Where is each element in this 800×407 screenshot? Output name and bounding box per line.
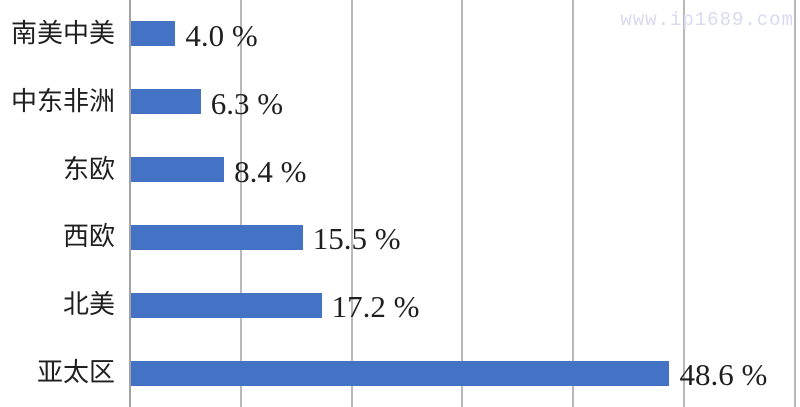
gridline (461, 0, 464, 407)
value-label: 17.2 % (331, 289, 420, 325)
category-label: 北美 (62, 290, 115, 320)
gridline (572, 0, 575, 407)
bar (131, 360, 670, 386)
category-axis-line (129, 0, 131, 407)
category-label: 中东非洲 (10, 86, 115, 116)
value-label: 6.3 % (210, 85, 284, 121)
category-label: 东欧 (62, 154, 115, 184)
value-label: 8.4 % (234, 153, 307, 189)
category-label: 亚太区 (36, 358, 115, 388)
value-label: 4.0 % (185, 17, 258, 53)
gridline (350, 0, 353, 407)
gridline (793, 0, 796, 407)
bar (131, 292, 322, 318)
value-label: 48.6 % (679, 357, 768, 393)
bar (131, 21, 176, 47)
category-label: 南美中美 (10, 18, 115, 48)
bar (131, 89, 201, 115)
bar (131, 224, 303, 250)
category-label: 西欧 (62, 222, 115, 252)
bar (131, 157, 225, 183)
gridline (239, 0, 242, 407)
gridline (683, 0, 685, 407)
watermark-text: www.ip1689.com (620, 9, 794, 31)
value-label: 15.5 % (312, 221, 401, 257)
